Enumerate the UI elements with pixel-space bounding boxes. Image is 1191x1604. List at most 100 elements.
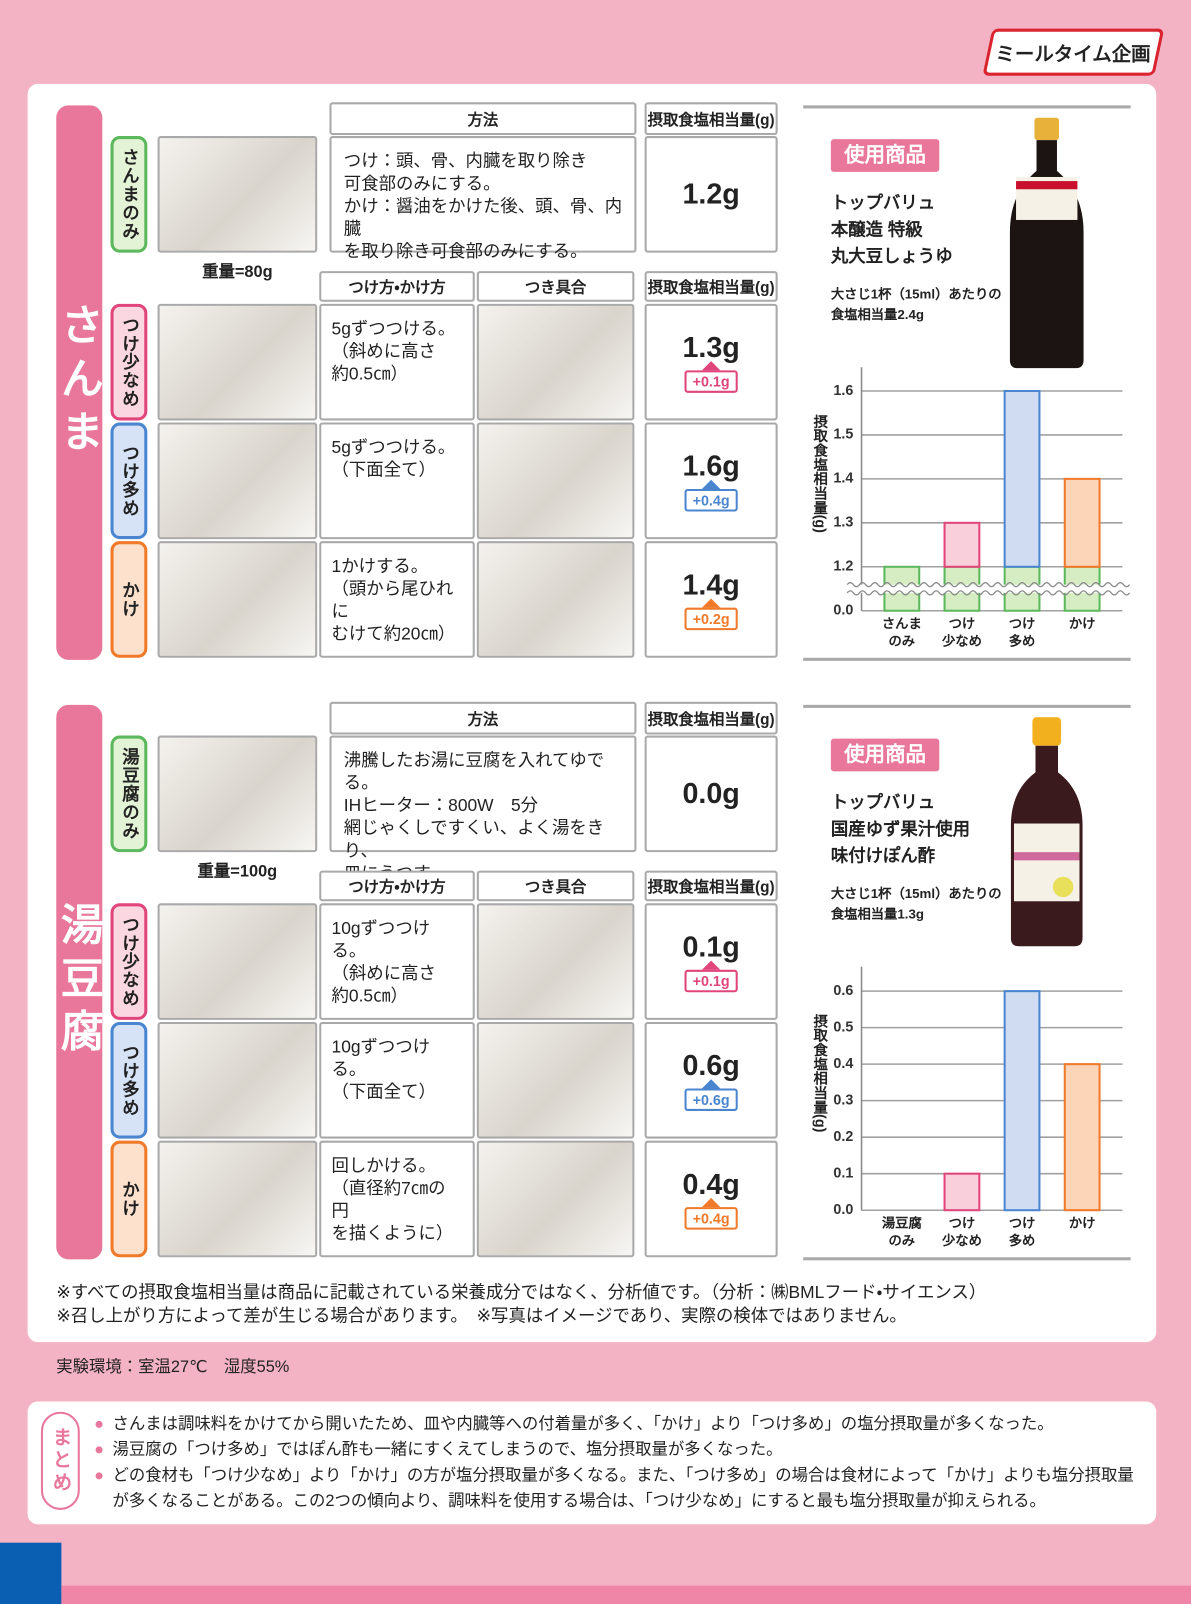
brand: ミールタイム企画 [995, 43, 1151, 65]
salt-value: 0.4g [682, 1168, 740, 1200]
bar [1003, 990, 1041, 1212]
salt-diff: +0.1g [684, 960, 738, 993]
y-tick-label: 1.3 [833, 515, 853, 531]
summary-title: まとめ [40, 1411, 80, 1510]
salt-cell: 1.3g +0.1g [644, 303, 778, 421]
product-badge: 使用商品 [830, 139, 940, 172]
method: 10gずつつける。 （斜めに高さ 約0.5㎝） [319, 903, 475, 1020]
row-header: つき具合 [476, 271, 635, 302]
salt-diff: +0.2g [684, 598, 738, 631]
photo [476, 303, 635, 421]
product-bottle [1008, 117, 1086, 369]
photo [157, 903, 318, 1020]
product-badge: 使用商品 [830, 738, 940, 772]
method-header: 方法 [329, 701, 637, 735]
section-label: さんま [55, 105, 103, 660]
summary-list: さんまは調味料をかけてから開いたため、皿や内臓等への付着量が多く、「かけ」より「… [94, 1412, 1150, 1514]
tag: つけ少なめ [110, 303, 148, 421]
method: 5gずつつける。 （下面全て） [319, 422, 475, 540]
salt-diff: +0.1g [684, 361, 738, 393]
photo [476, 541, 635, 658]
salt-value: 1.3g [682, 331, 740, 364]
salt-diff: +0.4g [684, 479, 738, 512]
section-label: 湯豆腐 [55, 704, 103, 1260]
y-tick-label: 0.5 [833, 1019, 853, 1035]
weight: 重量=80g [202, 263, 273, 282]
method: つけ：頭、骨、内臓を取り除き 可食部のみにする。 かけ：醤油をかけた後、頭、骨、… [329, 136, 637, 261]
summary-item: 湯豆腐の「つけ多め」ではぽん酢も一緒にすくえてしまうので、塩分摂取量が多くなった… [94, 1437, 1150, 1463]
method: 10gずつつける。 （下面全て） [319, 1021, 475, 1139]
chart-plot: 0.0 0.1 0.2 0.3 0.4 0.5 0.6 [833, 966, 1123, 1218]
y-tick-label: 1.5 [833, 427, 853, 443]
product-note: 大さじ1杯（15ml）あたりの 食塩相当量1.3g [830, 885, 1002, 922]
salt-value: 1.4g [682, 568, 740, 601]
product-bottle [1008, 717, 1086, 968]
photo [476, 903, 635, 1020]
axis-break [847, 584, 1123, 593]
bar [943, 521, 981, 568]
salt-value: 1.2g [682, 178, 740, 210]
page-corner [0, 1542, 62, 1604]
chart: 0.0 0.1 0.2 0.3 0.4 0.5 0.6 湯豆腐 のみ つけ 少なめ つけ 多め かけ… [798, 963, 1136, 1260]
salt-cell: 1.6g +0.4g [644, 422, 778, 540]
environment: 実験環境：室温27℃ 湿度55% [56, 1358, 290, 1376]
tag: つけ多め [110, 1021, 148, 1139]
row-header: 摂取食塩相当量(g) [644, 271, 778, 302]
method: 5gずつつける。 （斜めに高さ 約0.5㎝） [319, 303, 475, 421]
chart: 0.0 1.2 1.3 1.4 1.5 1.6 さんま のみ つけ 少なめ つけ 多め かけ 摂取食… [798, 363, 1136, 660]
product-note: 大さじ1杯（15ml）あたりの 食塩相当量2.4g [830, 286, 1002, 323]
method: 1かけする。 （頭から尾ひれに むけて約20㎝） [319, 541, 475, 658]
tag: さんまのみ [110, 136, 148, 253]
bottom-band [61, 1585, 1191, 1604]
weight: 重量=100g [197, 863, 278, 881]
x-tick-label: かけ [1068, 1215, 1096, 1231]
bar [943, 1172, 981, 1212]
x-tick-label: つけ 少なめ [941, 615, 982, 649]
bar [1063, 1063, 1101, 1212]
x-tick-label: つけ 少なめ [941, 1215, 982, 1249]
x-tick-label: つけ 多め [1008, 1215, 1036, 1249]
method: 回しかける。 （直径約7㎝の円 を描くように） [319, 1140, 475, 1258]
row-header: つき具合 [476, 870, 635, 902]
salt-value: 1.6g [682, 450, 740, 482]
method: 沸騰したお湯に豆腐を入れてゆでる。 IHヒーター：800W 5分 網じゃくしです… [329, 735, 637, 883]
method-header: 方法 [329, 102, 637, 136]
salt-diff: +0.6g [684, 1079, 738, 1111]
brand-badge: ミールタイム企画 [982, 28, 1165, 76]
salt-value: 0.1g [682, 930, 740, 963]
axis-break-line [846, 590, 1131, 596]
photo [157, 303, 318, 421]
y-tick-label: 0.0 [833, 603, 853, 619]
x-tick-label: 湯豆腐 のみ [881, 1215, 922, 1249]
salt-diff: +0.4g [684, 1197, 738, 1230]
summary-item: さんまは調味料をかけてから開いたため、皿や内臓等への付着量が多く、「かけ」より「… [94, 1412, 1150, 1438]
photo [157, 136, 318, 253]
photo [157, 1021, 318, 1139]
divider [803, 105, 1131, 109]
salt-header: 摂取食塩相当量(g) [644, 102, 778, 136]
salt-value: 0.0g [682, 777, 740, 810]
photo [157, 422, 318, 540]
tag: つけ多め [110, 422, 148, 540]
photo [157, 735, 318, 853]
axis-break-line [846, 582, 1131, 588]
note: ※召し上がり方によって差が生じる場合があります。 ※写真はイメージであり、実際の… [56, 1306, 907, 1326]
product-name: トップバリュ 国産ゆず果汁使用 味付けぽん酢 [830, 792, 970, 866]
y-axis-label: 摂取食塩相当量(g) [812, 414, 829, 533]
x-tick-label: つけ 多め [1008, 615, 1036, 649]
salt-cell: 1.2g [644, 136, 778, 253]
divider [803, 704, 1131, 708]
salt-cell: 0.0g [644, 735, 778, 853]
y-tick-label: 0.1 [833, 1165, 853, 1181]
photo [476, 422, 635, 540]
photo [476, 1140, 635, 1258]
y-tick-label: 0.3 [833, 1092, 853, 1108]
chart-plot: 0.0 1.2 1.3 1.4 1.5 1.6 [833, 367, 1131, 619]
bar [1003, 389, 1041, 568]
salt-header: 摂取食塩相当量(g) [644, 701, 778, 735]
photo [157, 1140, 318, 1258]
photo [157, 541, 318, 658]
salt-cell: 1.4g +0.2g [644, 541, 778, 658]
summary-item: どの食材も「つけ少なめ」より「かけ」の方が塩分摂取量が多くなる。また、「つけ多め… [94, 1463, 1150, 1514]
